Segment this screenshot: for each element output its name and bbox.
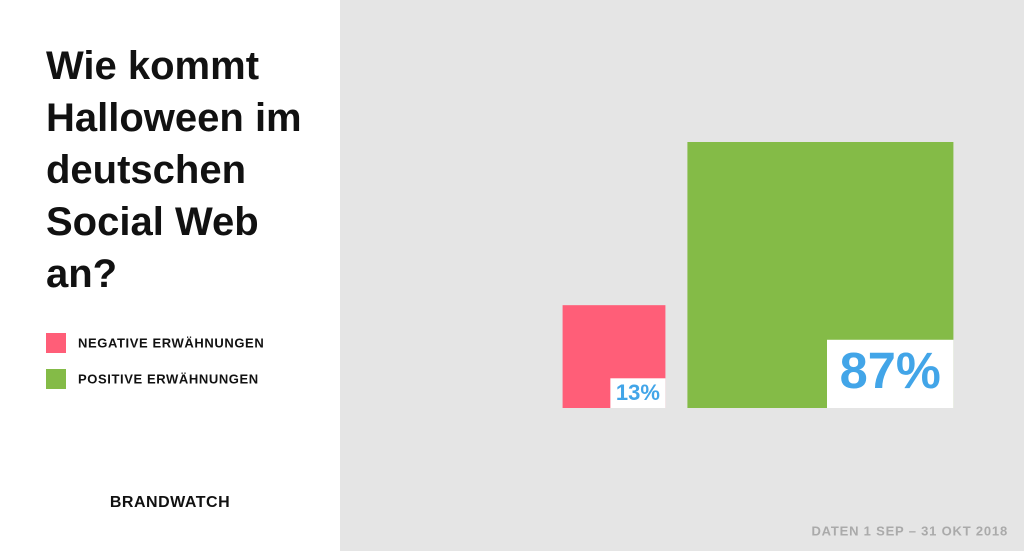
legend-label: NEGATIVE ERWÄHNUNGEN [78, 335, 264, 350]
value-label: 13% [616, 380, 660, 405]
legend-label: POSITIVE ERWÄHNUNGEN [78, 371, 259, 386]
value-label-box [610, 378, 666, 408]
legend-swatch [46, 369, 66, 389]
value-label-box [827, 339, 954, 408]
brand: BRANDWATCH [110, 494, 230, 511]
value-label: 87% [840, 342, 941, 399]
legend-swatch [46, 333, 66, 353]
chart-title: Wie kommt Halloween im deutschen Social … [46, 44, 302, 296]
source-note: DATEN 1 SEP – 31 OKT 2018 [811, 523, 1008, 538]
